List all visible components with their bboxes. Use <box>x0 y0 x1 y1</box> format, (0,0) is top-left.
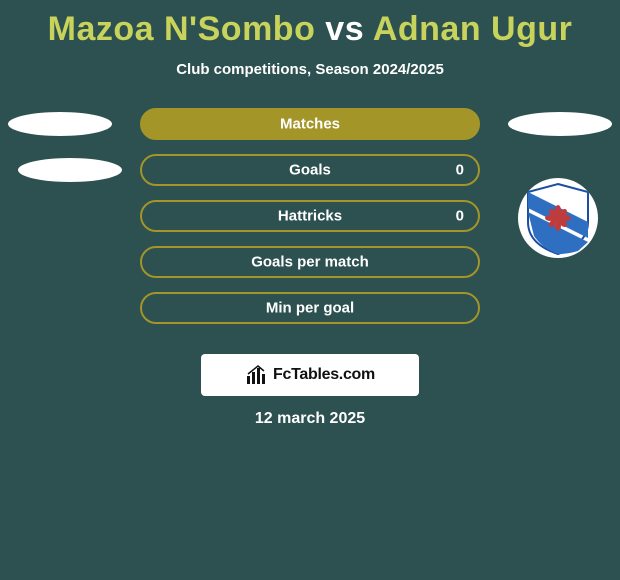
player1-name: Mazoa N'Sombo <box>48 10 316 48</box>
stat-bar: Hattricks 0 <box>140 200 480 232</box>
stat-label: Hattricks <box>278 208 342 225</box>
stat-label: Min per goal <box>266 300 354 317</box>
stat-value-right: 0 <box>456 162 464 179</box>
stat-row-min-per-goal: Min per goal <box>0 292 620 324</box>
date-text: 12 march 2025 <box>255 410 365 428</box>
page-title: Mazoa N'Sombo vs Adnan Ugur <box>0 0 620 49</box>
player1-marker <box>8 112 112 136</box>
stat-row-goals-per-match: Goals per match <box>0 246 620 278</box>
player2-marker <box>508 112 612 136</box>
subtitle: Club competitions, Season 2024/2025 <box>0 61 620 78</box>
brand-text: FcTables.com <box>273 366 375 384</box>
stat-bar: Matches <box>140 108 480 140</box>
stat-row-goals: Goals 0 <box>0 154 620 186</box>
vs-text: vs <box>325 10 364 48</box>
stat-bar: Goals per match <box>140 246 480 278</box>
stat-bar: Goals 0 <box>140 154 480 186</box>
stat-row-matches: Matches <box>0 108 620 140</box>
stat-label: Matches <box>280 116 340 133</box>
stat-label: Goals <box>289 162 331 179</box>
player1-marker <box>18 158 122 182</box>
stat-bar: Min per goal <box>140 292 480 324</box>
fctables-badge: FcTables.com <box>201 354 419 396</box>
player2-name: Adnan Ugur <box>373 10 573 48</box>
club-crest <box>518 178 598 258</box>
stat-label: Goals per match <box>251 254 369 271</box>
bar-chart-icon <box>245 364 267 386</box>
stat-value-right: 0 <box>456 208 464 225</box>
crest-icon <box>518 178 598 258</box>
